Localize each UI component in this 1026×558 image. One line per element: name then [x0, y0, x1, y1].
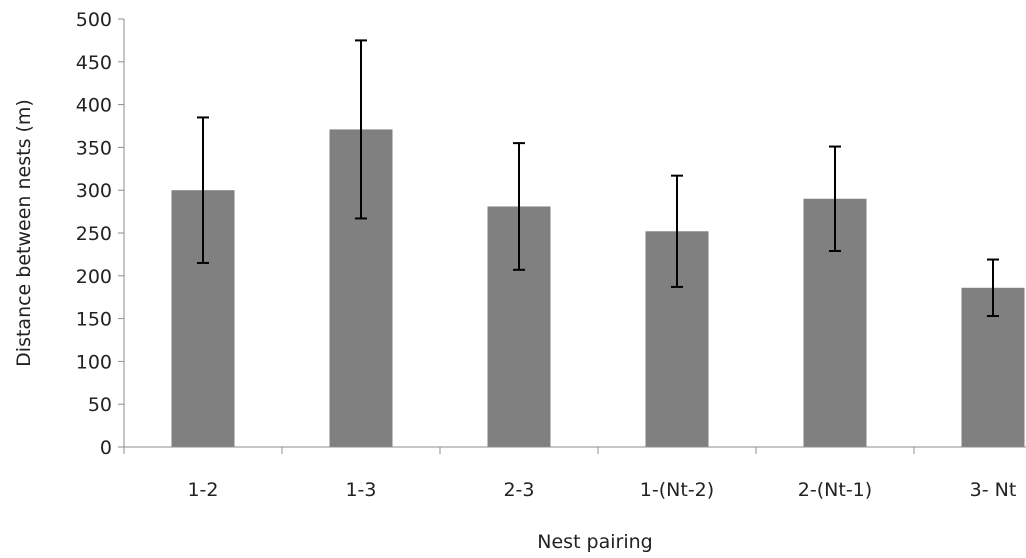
- error-bar: [197, 116, 209, 264]
- y-tick-label: 300: [76, 180, 112, 202]
- x-tick-label: 1-2: [187, 479, 218, 501]
- y-tick-label: 500: [76, 9, 112, 31]
- y-axis-ticks: 0 50 100 150 200 250 300 350 400 450 500: [76, 9, 124, 459]
- y-tick-label: 150: [76, 309, 112, 331]
- y-tick-label: 450: [76, 52, 112, 74]
- x-tick-label: 1-3: [345, 479, 376, 501]
- error-bar: [671, 174, 683, 288]
- y-tick-label: 350: [76, 137, 112, 159]
- y-tick-label: 400: [76, 95, 112, 117]
- error-bar: [829, 145, 841, 252]
- error-bars: [197, 39, 999, 318]
- error-bar: [513, 142, 525, 271]
- error-bar: [355, 39, 367, 220]
- x-tick-label: 2-(Nt-1): [798, 479, 872, 501]
- x-tick-label: 3- Nt: [970, 479, 1017, 501]
- y-tick-label: 50: [88, 394, 112, 416]
- y-axis-title: Distance between nests (m): [13, 99, 35, 367]
- y-tick-label: 100: [76, 351, 112, 373]
- y-tick-label: 250: [76, 223, 112, 245]
- error-bar: [987, 258, 999, 318]
- y-tick-label: 200: [76, 266, 112, 288]
- x-tick-label: 2-3: [503, 479, 534, 501]
- axes: [123, 19, 1026, 448]
- bars: [171, 129, 1025, 447]
- x-axis-ticks: 1-2 1-3 2-3 1-(Nt-2) 2-(Nt-1) 3- Nt: [123, 447, 1017, 501]
- x-tick-label: 1-(Nt-2): [640, 479, 714, 501]
- x-axis-title: Nest pairing: [537, 531, 652, 553]
- y-tick-label: 0: [100, 437, 112, 459]
